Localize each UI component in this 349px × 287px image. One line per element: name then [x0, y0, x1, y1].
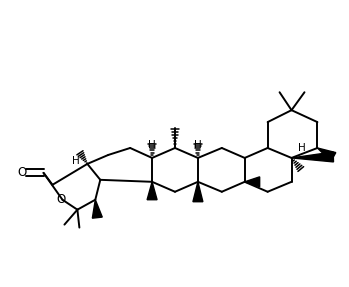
- Polygon shape: [245, 177, 260, 187]
- Polygon shape: [291, 152, 334, 162]
- Polygon shape: [193, 182, 203, 202]
- Polygon shape: [318, 148, 336, 161]
- Polygon shape: [92, 200, 102, 218]
- Text: H: H: [72, 156, 79, 166]
- Text: H: H: [148, 140, 156, 150]
- Polygon shape: [147, 182, 157, 200]
- Text: H: H: [194, 140, 202, 150]
- Text: O: O: [17, 166, 27, 179]
- Text: O: O: [57, 193, 66, 206]
- Text: H: H: [297, 143, 305, 153]
